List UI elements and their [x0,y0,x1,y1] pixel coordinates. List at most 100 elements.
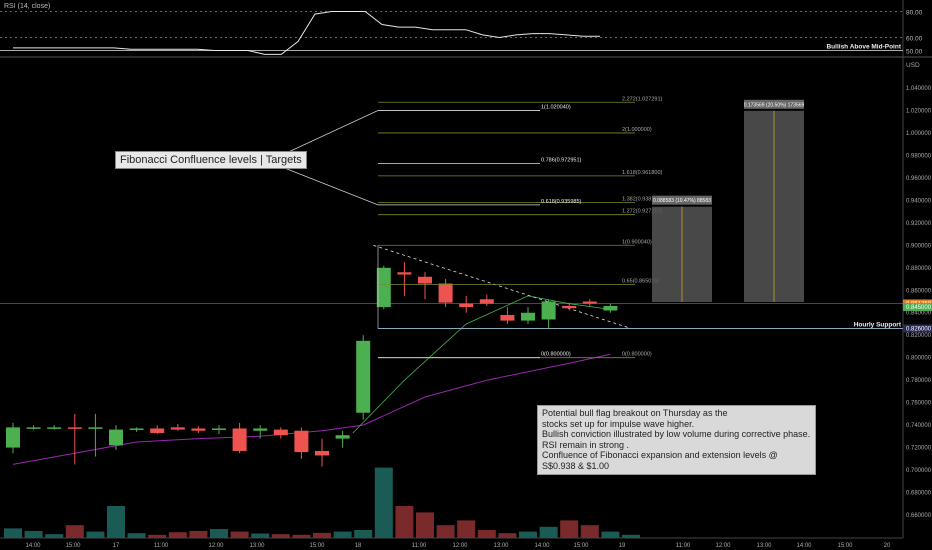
price-value-2: 0.845000 [906,305,932,311]
price-tick-label: 1.020000 [906,108,932,114]
time-tick-label: 14:00 [534,543,550,549]
candle [88,427,103,429]
time-tick-label: 15:00 [573,543,589,549]
price-tick-label: 0.800000 [906,356,932,362]
candle [376,267,391,308]
target-label-bg [652,195,712,205]
time-tick-label: 11:00 [154,543,169,549]
volume-bar [251,533,270,538]
candle [212,428,226,430]
price-tick-label: 0.820000 [906,333,932,339]
rsi-tick-label: 80.00 [906,10,923,17]
volume-bar [354,530,373,538]
candle [582,301,597,304]
volume-bar [519,531,537,538]
time-tick-label: 15:00 [309,543,325,549]
volume-bar [313,532,331,538]
fib-expansion-label: 1.618(0.961800) [622,170,663,176]
price-tick-label: 0.960000 [906,176,932,182]
price-tick-label: 0.760000 [906,401,932,407]
candle [438,283,453,303]
price-tick-label: 0.840000 [906,311,932,317]
target-label: 0.088583 (10.47%) 88583 [653,198,711,204]
candle [47,427,62,429]
candle [273,429,288,436]
volume-bar [395,506,414,538]
price-tick-label: 0.900000 [906,243,932,249]
price-tick-label: 0.700000 [906,468,932,474]
candle [67,427,82,429]
candle [521,312,535,321]
target-label: 0.173569 (20.50%) 173569 [744,102,805,108]
volume-bar [127,533,146,538]
volume-bar [45,534,64,538]
volume-bar [477,530,496,538]
time-tick-label: 13:00 [249,543,265,549]
rsi-tick-label: 50.00 [906,49,923,56]
volume-bar [580,525,599,538]
fib-expansion-label: 1.382(0.938200) [622,196,663,202]
price-tick-label: 1.040000 [906,86,932,92]
volume-bar [333,531,352,538]
time-tick-label: 12:00 [452,543,468,549]
volume-bar [498,533,517,538]
time-tick-label: 11:00 [412,543,427,549]
note-line: Bullish conviction illustrated by low vo… [542,429,811,440]
target-label-bg [744,99,804,109]
candle [356,340,371,413]
volume-bar [230,531,249,538]
candle [232,428,247,451]
fibonacci-callout: Fibonacci Confluence levels | Targets [115,151,307,169]
candle [335,435,350,439]
candle [562,305,577,309]
candle [129,428,144,430]
candle [26,427,41,429]
callout-arrow [281,110,379,156]
time-tick-label: 18 [355,543,362,549]
price-tick-label: 0.860000 [906,288,932,294]
candle [603,305,618,311]
note-line: Potential bull flag breakout on Thursday… [542,408,728,418]
volume-bar [189,530,208,538]
candle [150,428,165,433]
time-tick-label: 17 [113,543,120,549]
rsi-tick-label: 60.00 [906,36,923,43]
candle [191,428,206,431]
time-tick-label: 13:00 [493,543,509,549]
fib-expansion-label: 1(0.900040) [622,239,652,245]
time-tick-label: 19 [619,543,626,549]
candle [418,276,432,284]
candle [253,428,268,431]
price-tick-label: 0.920000 [906,221,932,227]
fib-expansion-label: 0(0.800000) [622,352,652,358]
price-tick-label: 0.680000 [906,491,932,497]
volume-bar [107,506,125,538]
price-tick-label: 0.720000 [906,446,932,452]
time-tick-label: 20 [884,543,891,549]
time-tick-label: 15:00 [65,543,81,549]
moving-average-line [12,353,611,465]
candle [541,301,556,320]
time-tick-label: 14:00 [796,543,812,549]
rsi-line [13,11,600,55]
price-tag-2 [903,303,932,312]
volume-bar [560,520,579,538]
candle [479,299,494,304]
volume-bar [24,530,43,538]
fib-retracement-label: 1(1.020040) [541,104,571,110]
candle [315,450,329,456]
fib-expansion-label: 0.65(0.865026) [622,279,659,285]
volume-bar [4,528,22,538]
price-tick-label: 0.880000 [906,266,932,272]
volume-bar [210,529,228,538]
price-tick-label: 0.660000 [906,513,932,519]
analysis-note: Potential bull flag breakout on Thursday… [537,405,816,475]
note-line: RSI remain in strong . [542,439,630,450]
note-line: Confluence of Fibonacci expansion and ex… [542,450,778,471]
price-tick-label: 0.940000 [906,198,932,204]
volume-bar [436,525,455,538]
price-tick-label: 0.740000 [906,423,932,429]
volume-bar [601,531,620,538]
currency-label: USD [906,62,920,69]
